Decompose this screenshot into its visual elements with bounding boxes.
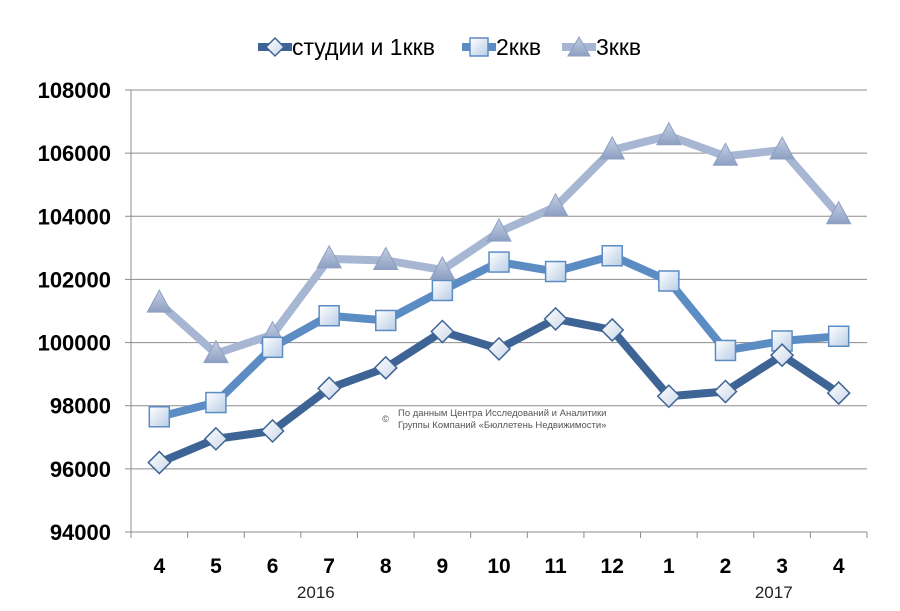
data-point-triangle — [542, 192, 569, 217]
legend: студии и 1ккв 2ккв 3ккв — [258, 34, 641, 60]
data-point-diamond — [430, 319, 455, 344]
data-point-square — [601, 245, 623, 267]
data-point-triangle — [656, 121, 682, 146]
data-point-triangle — [203, 339, 229, 364]
copyright-symbol: © — [382, 414, 389, 425]
data-point-triangle — [316, 244, 342, 269]
data-point-diamond — [770, 343, 795, 368]
data-point-diamond — [600, 317, 625, 343]
data-point-square — [205, 391, 227, 414]
data-point-square — [488, 251, 510, 273]
x-tick-label: 3 — [776, 555, 788, 578]
data-point-triangle — [712, 142, 739, 166]
series-line — [155, 131, 843, 358]
series — [146, 121, 852, 475]
y-tick-label: 106000 — [38, 141, 111, 166]
x-tick-label: 4 — [153, 555, 165, 578]
y-tick-label: 98000 — [50, 394, 111, 419]
axes — [130, 90, 867, 533]
data-point-square — [318, 304, 340, 327]
legend-triangle-icon — [567, 36, 591, 57]
data-point-diamond — [373, 355, 398, 380]
data-point-square — [827, 325, 850, 348]
data-point-diamond — [713, 379, 738, 404]
data-point-diamond — [317, 376, 342, 401]
data-point-triangle — [372, 246, 399, 270]
data-point-diamond — [826, 381, 851, 406]
data-point-square — [261, 336, 284, 359]
series-0 — [147, 306, 851, 475]
data-point-square — [658, 270, 680, 292]
y-tick-label: 96000 — [50, 457, 111, 482]
y-tick-label: 102000 — [38, 267, 111, 292]
legend-square-icon — [469, 37, 489, 57]
data-point-triangle — [599, 135, 626, 160]
data-point-triangle — [486, 218, 512, 242]
series-1 — [148, 245, 850, 428]
legend-item-2: 3ккв — [562, 34, 641, 60]
x-tick-label: 10 — [487, 555, 510, 578]
data-point-diamond — [486, 336, 512, 361]
y-tick-label: 94000 — [50, 520, 111, 545]
legend-item-0: студии и 1ккв — [258, 34, 435, 60]
year-label-2016: 2016 — [297, 583, 335, 602]
data-point-square — [431, 279, 454, 302]
x-tick-label: 4 — [833, 555, 845, 578]
y-tick-label: 100000 — [38, 331, 111, 356]
x-tick-label: 2 — [720, 555, 732, 578]
data-point-square — [148, 406, 171, 428]
x-tick-label: 5 — [210, 555, 222, 578]
x-tick-label: 8 — [380, 555, 392, 578]
data-point-diamond — [147, 450, 172, 475]
data-point-triangle — [825, 200, 852, 225]
data-point-square — [375, 309, 397, 332]
data-point-diamond — [543, 306, 568, 331]
x-axis-ticks: 4 5 6 7 8 9 10 11 12 1 2 3 4 — [130, 532, 868, 578]
legend-diamond-icon — [264, 36, 286, 58]
x-tick-label: 9 — [437, 555, 449, 578]
data-point-square — [714, 339, 737, 362]
x-tick-label: 11 — [545, 555, 568, 578]
data-point-diamond — [260, 418, 285, 444]
source-line-1: По данным Центра Исследований и Аналитик… — [398, 408, 606, 419]
y-tick-label: 108000 — [38, 78, 111, 103]
data-point-square — [544, 260, 567, 283]
data-point-diamond — [656, 384, 681, 409]
data-point-triangle — [429, 255, 456, 280]
legend-label-2: 3ккв — [596, 34, 641, 60]
y-axis-ticks: 94000 96000 98000 100000 102000 104000 106000 1… — [38, 78, 131, 545]
legend-item-1: 2ккв — [462, 34, 541, 60]
x-tick-label: 7 — [323, 555, 335, 578]
x-tick-label: 6 — [267, 555, 279, 578]
year-label-2017: 2017 — [755, 583, 793, 602]
legend-label-0: студии и 1ккв — [292, 34, 435, 60]
data-point-diamond — [203, 426, 228, 451]
y-tick-label: 104000 — [38, 204, 111, 229]
year-labels: 2016 2017 — [297, 583, 793, 602]
data-point-triangle — [146, 289, 173, 313]
source-annotation: © По данным Центра Исследований и Аналит… — [382, 408, 606, 431]
x-tick-label: 1 — [663, 555, 675, 578]
data-point-triangle — [769, 135, 795, 160]
x-tick-label: 12 — [601, 555, 624, 578]
series-2 — [146, 121, 852, 364]
source-line-2: Группы Компаний «Бюллетень Недвижимости» — [398, 420, 606, 431]
legend-label-1: 2ккв — [496, 34, 541, 60]
